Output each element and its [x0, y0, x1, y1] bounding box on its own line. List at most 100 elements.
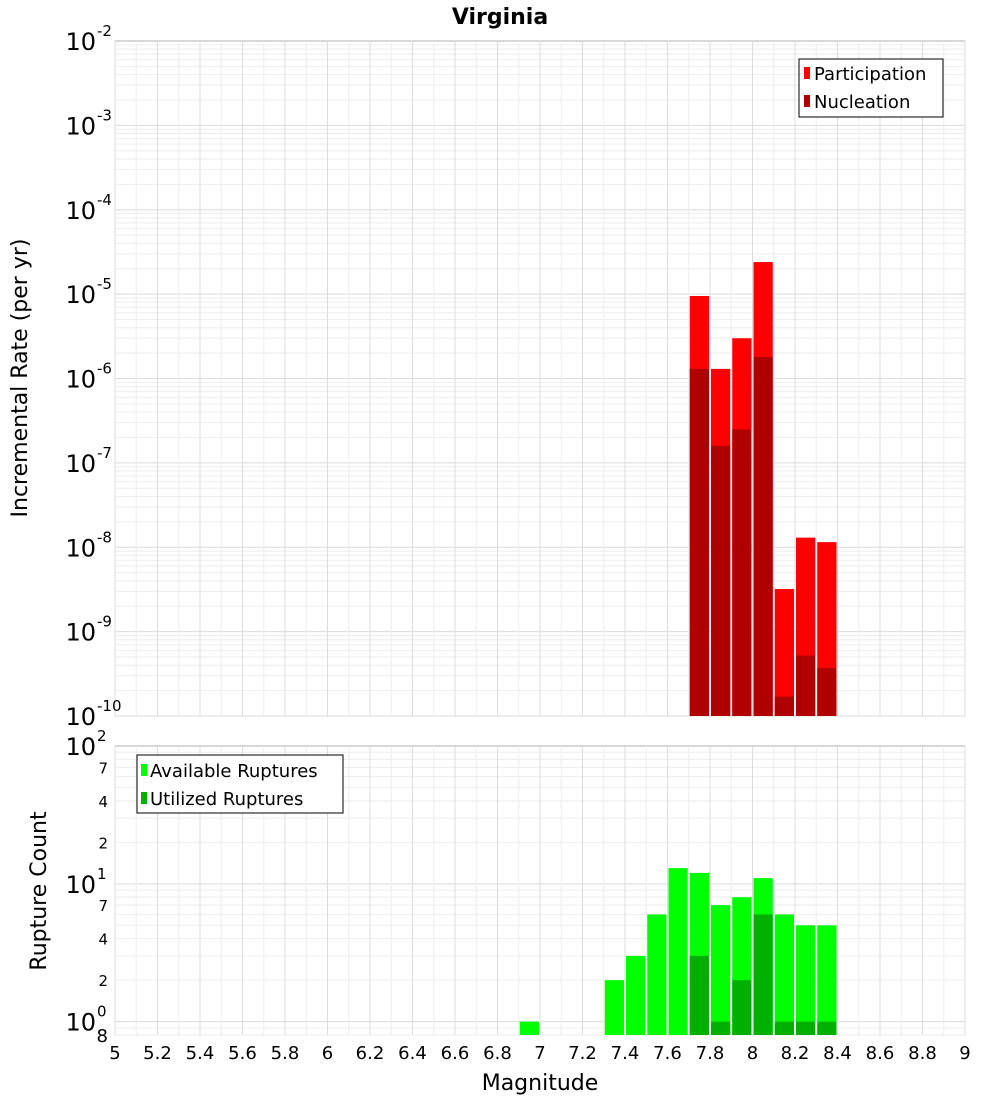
svg-text:10: 10 [65, 1009, 96, 1037]
x-tick-label: 7.2 [568, 1043, 597, 1064]
x-tick-label: 5.4 [186, 1043, 215, 1064]
bar-available-ruptures [647, 914, 667, 1035]
svg-text:10: 10 [65, 534, 96, 562]
x-tick-label: 5.6 [228, 1043, 257, 1064]
svg-text:10: 10 [65, 112, 96, 140]
x-tick-label: 7.8 [696, 1043, 725, 1064]
bar-utilized-ruptures [753, 914, 773, 1035]
svg-text:0: 0 [97, 1003, 107, 1021]
bottom-y-minor-tick-label: 7 [98, 759, 108, 777]
x-tick-label: 5.8 [271, 1043, 300, 1064]
svg-text:10: 10 [65, 281, 96, 309]
x-tick-label: 7.4 [611, 1043, 640, 1064]
svg-text:-5: -5 [97, 275, 112, 293]
x-tick-label: 6.2 [356, 1043, 385, 1064]
svg-text:-7: -7 [97, 444, 112, 462]
top-y-tick-label: 10 -7 [65, 444, 112, 478]
bar-available-ruptures [668, 868, 688, 1035]
svg-text:-3: -3 [97, 106, 112, 124]
bottom-y-tick-label: 10 2 [65, 727, 106, 761]
bottom-y-axis-label: Rupture Count [27, 811, 52, 971]
top-y-tick-label: 10 -6 [65, 360, 112, 394]
x-tick-label: 8.2 [781, 1043, 810, 1064]
bottom-y-tick-label: 10 1 [65, 865, 106, 899]
bar-utilized-ruptures [817, 1021, 837, 1035]
svg-text:10: 10 [65, 703, 96, 731]
bottom-y-minor-tick-label: 8 [97, 1026, 108, 1047]
x-tick-label: 5 [109, 1043, 120, 1064]
top-legend: Participation Nucleation [798, 58, 944, 118]
x-tick-label: 5.2 [143, 1043, 172, 1064]
x-tick-label: 7.6 [653, 1043, 682, 1064]
bottom-y-tick-label: 10 0 [65, 1003, 106, 1037]
bottom-y-minor-tick-label: 2 [98, 972, 108, 990]
bar-available-ruptures [626, 955, 646, 1035]
svg-text:10: 10 [65, 28, 96, 56]
x-tick-label: 6.4 [398, 1043, 427, 1064]
top-y-tick-label: 10 -9 [65, 613, 112, 647]
top-y-tick-label: 10 -2 [65, 22, 112, 56]
bar-utilized-ruptures [796, 1021, 816, 1035]
bar-nucleation [817, 668, 837, 716]
legend-swatch-utilized-ruptures [141, 792, 147, 804]
x-tick-label: 9 [959, 1043, 970, 1064]
svg-text:10: 10 [65, 619, 96, 647]
svg-text:10: 10 [65, 366, 96, 394]
svg-text:-9: -9 [97, 613, 112, 631]
x-axis-label: Magnitude [482, 1071, 599, 1096]
bottom-legend: Available Ruptures Utilized Ruptures [136, 754, 344, 814]
bar-nucleation [689, 368, 709, 716]
bar-utilized-ruptures [732, 980, 752, 1035]
bar-available-ruptures [817, 925, 837, 1035]
legend-label-nucleation: Nucleation [814, 92, 910, 113]
svg-text:-6: -6 [97, 360, 112, 378]
svg-text:-2: -2 [97, 22, 112, 40]
legend-swatch-available-ruptures [141, 764, 147, 776]
top-y-tick-label: 10 -8 [65, 528, 112, 562]
bottom-y-minor-tick-label: 2 [98, 834, 108, 852]
x-tick-label: 7 [534, 1043, 545, 1064]
bar-participation [774, 589, 794, 716]
legend-label-available-ruptures: Available Ruptures [150, 761, 318, 782]
svg-text:2: 2 [97, 727, 107, 745]
x-tick-label: 6 [322, 1043, 333, 1064]
bottom-y-minor-tick-label: 4 [98, 931, 108, 949]
x-tick-label: 6.6 [441, 1043, 470, 1064]
bar-available-ruptures [796, 925, 816, 1035]
svg-text:-4: -4 [97, 191, 112, 209]
x-tick-label: 8.4 [823, 1043, 852, 1064]
svg-text:10: 10 [65, 197, 96, 225]
legend-label-participation: Participation [814, 64, 926, 85]
svg-text:-10: -10 [97, 697, 122, 715]
bottom-y-minor-tick-label: 4 [98, 793, 108, 811]
top-y-tick-label: 10 -3 [65, 106, 112, 140]
x-tick-label: 8.6 [866, 1043, 895, 1064]
bar-nucleation [774, 696, 794, 716]
legend-swatch-participation [804, 67, 810, 79]
chart-title: Virginia [452, 5, 548, 30]
bottom-y-minor-tick-label: 7 [98, 897, 108, 915]
bar-nucleation [753, 356, 773, 716]
svg-text:-8: -8 [97, 528, 112, 546]
bar-utilized-ruptures [689, 955, 709, 1035]
x-tick-label: 6.8 [483, 1043, 512, 1064]
legend-swatch-nucleation [804, 95, 810, 107]
bar-available-ruptures [604, 980, 624, 1035]
bar-utilized-ruptures [711, 1021, 731, 1035]
bar-available-ruptures [774, 914, 794, 1035]
top-y-axis-label: Incremental Rate (per yr) [8, 239, 33, 518]
bar-available-ruptures [519, 1021, 539, 1035]
bar-nucleation [711, 445, 731, 716]
x-tick-label: 8 [747, 1043, 758, 1064]
legend-label-utilized-ruptures: Utilized Ruptures [150, 789, 303, 810]
svg-text:10: 10 [65, 733, 96, 761]
top-y-tick-label: 10 -4 [65, 191, 112, 225]
bar-nucleation [732, 429, 752, 716]
top-y-tick-label: 10 -5 [65, 275, 112, 309]
x-tick-label: 8.8 [908, 1043, 937, 1064]
svg-text:10: 10 [65, 450, 96, 478]
bar-available-ruptures [711, 905, 731, 1035]
bar-utilized-ruptures [774, 1021, 794, 1035]
top-y-tick-label: 10 -10 [65, 697, 121, 731]
